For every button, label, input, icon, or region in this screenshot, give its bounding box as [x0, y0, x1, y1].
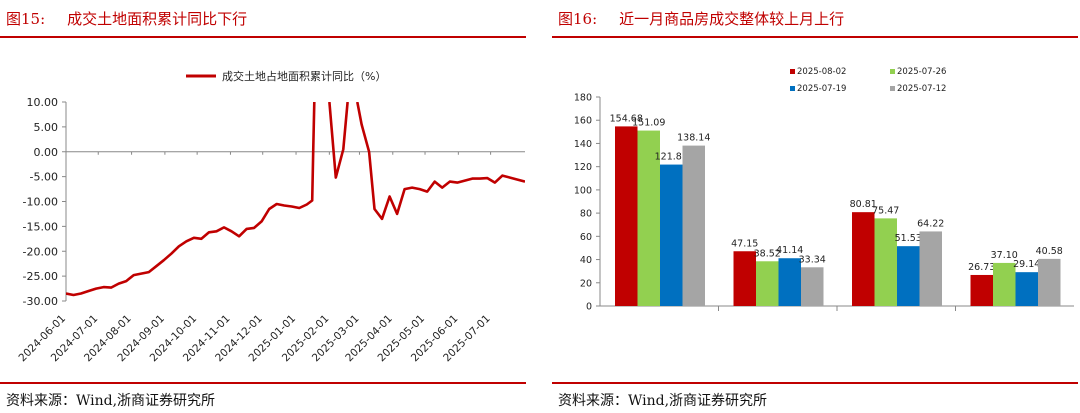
bar-value-label: 29.14 [1013, 259, 1040, 270]
bar-value-label: 41.14 [776, 245, 803, 256]
bar-2025-08-02-4 [970, 274, 993, 306]
y-tick-label: 5.00 [34, 121, 59, 134]
bar-2025-07-26-3 [874, 218, 897, 306]
legend-swatch [790, 69, 795, 74]
series-line-segment-2 [328, 102, 349, 179]
y-tick-label: 40 [580, 255, 592, 266]
bar-2025-08-02-1 [615, 126, 638, 307]
y-tick-label: -5.00 [30, 171, 58, 184]
bar-value-label: 51.53 [895, 233, 922, 244]
bar-value-label: 80.81 [850, 199, 877, 210]
right-figure: 图16: 近一月商品房成交整体较上月上行 180 160 140 120 100 80 60 4… [552, 0, 1080, 413]
bar-2025-07-19-1 [660, 164, 683, 306]
bar-chart: 180 160 140 120 100 80 60 40 20 0 154.68 47.15 80.81… [574, 67, 1074, 313]
left-figure-number: 图15: [6, 10, 46, 28]
left-figure-title: 图15: 成交土地面积累计同比下行 [6, 8, 247, 29]
left-figure-caption: 成交土地面积累计同比下行 [67, 10, 248, 28]
legend-swatch [890, 86, 895, 91]
bar-2025-07-19-2 [778, 258, 801, 306]
bar-2025-07-19-3 [897, 246, 920, 306]
y-tick-label: 0.00 [34, 146, 59, 159]
y-tick-label: 120 [574, 162, 592, 173]
right-figure-caption: 近一月商品房成交整体较上月上行 [619, 10, 845, 28]
legend-label: 2025-08-02 [797, 67, 846, 77]
y-tick-label: -15.00 [23, 220, 58, 233]
bar-value-label: 75.47 [872, 205, 899, 216]
y-tick-label: 20 [580, 278, 592, 289]
y-tick-label: 180 [574, 93, 592, 104]
legend-swatch [890, 69, 895, 74]
right-figure-number: 图16: [558, 10, 598, 28]
left-title-rule [0, 36, 526, 38]
right-source-rule [552, 382, 1078, 384]
legend-label: 2025-07-12 [897, 84, 946, 94]
bar-2025-08-02-2 [733, 251, 756, 306]
bar-value-label: 26.73 [968, 262, 995, 273]
bar-value-label: 37.10 [991, 250, 1018, 261]
right-title-rule [552, 36, 1078, 38]
bar-2025-07-12-3 [919, 231, 942, 306]
y-tick-label: -20.00 [23, 245, 58, 258]
y-tick-label: -10.00 [23, 196, 58, 209]
bar-value-label: 154.68 [610, 113, 643, 124]
y-tick-label: 10.00 [27, 96, 59, 109]
series-line-segment-1 [66, 102, 316, 297]
bar-2025-07-12-1 [682, 145, 705, 306]
bar-value-label: 138.14 [677, 133, 710, 144]
legend-swatch [790, 86, 795, 91]
right-source: 资料来源：Wind,浙商证券研究所 [558, 393, 768, 409]
bar-2025-07-19-4 [1015, 272, 1038, 306]
y-tick-label: 100 [574, 185, 592, 196]
left-figure: 图15: 成交土地面积累计同比下行 10.00 5.00 0.00 -5.00 -10.0… [0, 0, 530, 413]
legend-label: 成交土地占地面积累计同比（%） [222, 69, 386, 83]
bar-value-label: 64.22 [917, 218, 944, 229]
bar-2025-07-26-4 [993, 262, 1016, 306]
bar-2025-07-12-4 [1038, 258, 1061, 306]
bar-value-label: 121.81 [655, 152, 688, 163]
legend-label: 2025-07-19 [797, 84, 846, 94]
bar-value-label: 47.15 [731, 238, 758, 249]
y-tick-label: -25.00 [23, 270, 58, 283]
bar-2025-07-12-2 [801, 267, 824, 306]
legend-label: 2025-07-26 [897, 67, 946, 77]
y-tick-label: 0 [586, 302, 592, 313]
y-tick-label: 80 [580, 209, 592, 220]
bar-2025-08-02-3 [852, 212, 875, 306]
left-source: 资料来源：Wind,浙商证券研究所 [6, 393, 216, 409]
y-tick-label: 60 [580, 232, 592, 243]
bar-value-label: 33.34 [799, 254, 826, 265]
bar-value-label: 38.52 [754, 248, 781, 259]
y-tick-label: 160 [574, 116, 592, 127]
series-line-segment-3 [356, 102, 525, 221]
right-figure-title: 图16: 近一月商品房成交整体较上月上行 [558, 8, 844, 29]
bar-value-label: 40.58 [1036, 246, 1063, 257]
y-tick-label: -30.00 [23, 295, 58, 308]
bar-2025-07-26-2 [756, 261, 779, 306]
line-chart: 10.00 5.00 0.00 -5.00 -10.00 -15.00 -20.00 -25.… [16, 69, 525, 364]
left-source-rule [0, 382, 526, 384]
bar-2025-07-26-1 [637, 130, 660, 306]
y-tick-label: 140 [574, 139, 592, 150]
bar-value-label: 151.09 [632, 118, 665, 129]
